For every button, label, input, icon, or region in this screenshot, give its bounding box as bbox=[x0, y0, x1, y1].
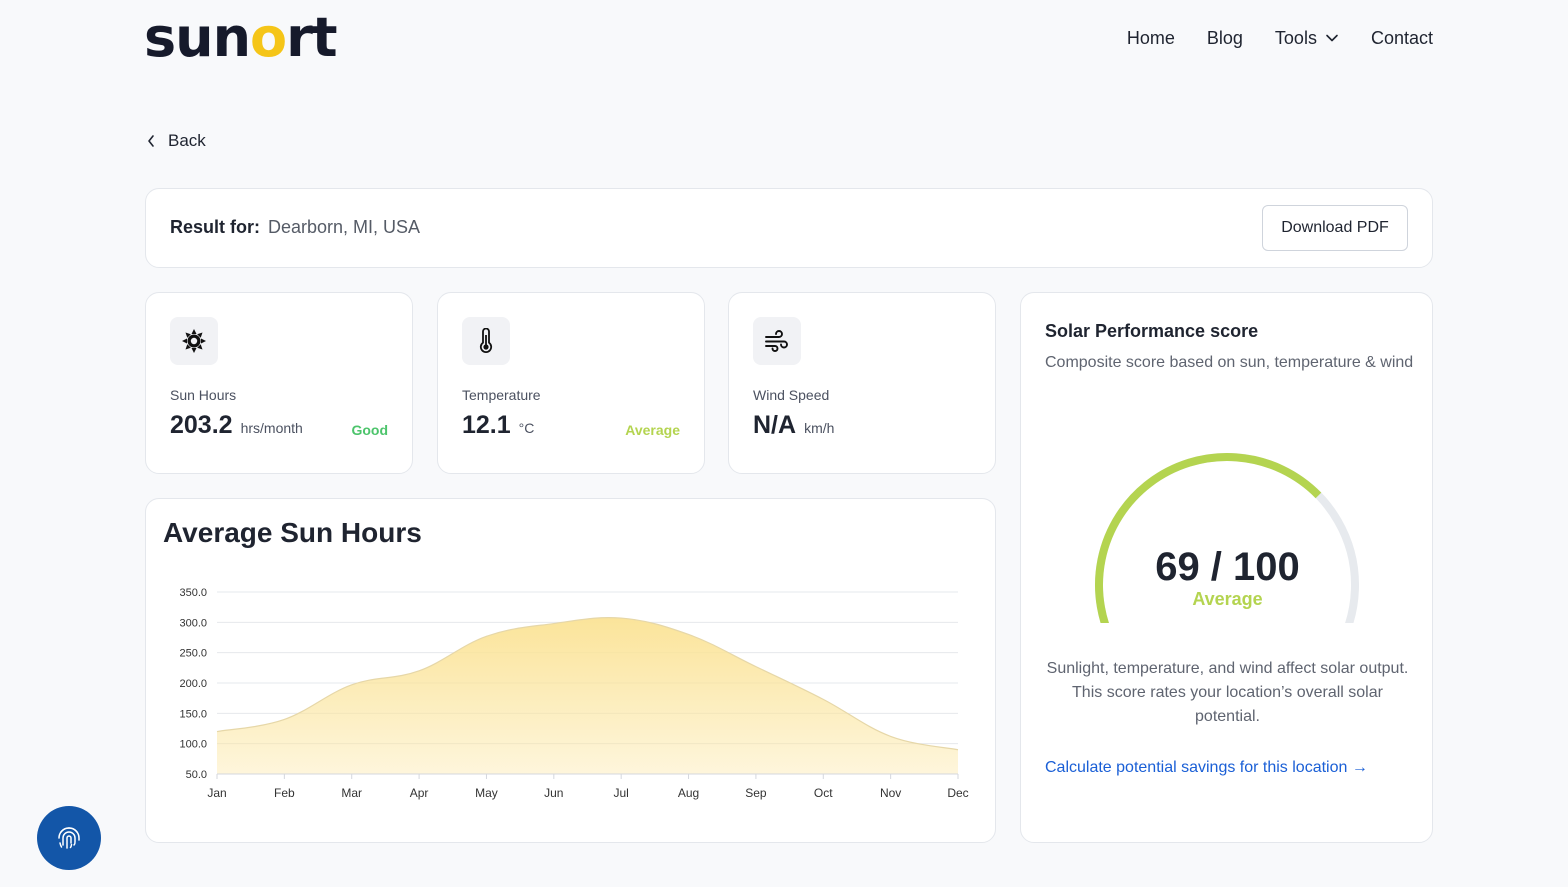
sun-hours-chart-card: Average Sun Hours 350.0 300.0 250.0 200.0 15… bbox=[145, 498, 996, 843]
calculate-savings-link[interactable]: Calculate potential savings for this loc… bbox=[1045, 759, 1368, 776]
nav-tools-label: Tools bbox=[1274, 28, 1317, 48]
chart-title: Average Sun Hours bbox=[163, 517, 422, 548]
logo-text-end: rt bbox=[286, 6, 337, 69]
y-tick-label: 100.0 bbox=[179, 739, 207, 751]
metric-unit: km/h bbox=[804, 420, 835, 436]
fingerprint-icon bbox=[58, 827, 80, 849]
metric-value: 12.1 bbox=[462, 411, 511, 439]
metric-status: Average bbox=[625, 422, 680, 438]
metric-status: Good bbox=[351, 422, 388, 438]
thermometer-icon bbox=[462, 317, 510, 365]
sun-icon bbox=[170, 317, 218, 365]
x-tick-label: Aug bbox=[678, 786, 699, 800]
nav-home[interactable]: Home bbox=[1127, 26, 1175, 50]
metric-card-temperature: Temperature 12.1 °C Average bbox=[437, 292, 705, 474]
nav-home-label: Home bbox=[1126, 28, 1175, 48]
metric-label: Sun Hours bbox=[170, 387, 237, 403]
x-tick-label: Nov bbox=[880, 786, 901, 800]
metric-unit: hrs/month bbox=[240, 420, 303, 436]
wind-icon bbox=[753, 317, 801, 365]
score-title: Solar Performance score bbox=[1045, 321, 1259, 341]
result-location: Dearborn, MI, USA bbox=[268, 217, 421, 237]
y-tick-label: 250.0 bbox=[179, 648, 207, 660]
x-tick-label: Jun bbox=[544, 786, 563, 800]
score-rating: Average bbox=[1192, 589, 1263, 609]
metric-value-row: 203.2 hrs/month bbox=[170, 411, 303, 440]
x-tick-label: Oct bbox=[814, 786, 833, 800]
logo-accent: o bbox=[250, 6, 287, 69]
score-description: Sunlight, temperature, and wind affect s… bbox=[1046, 660, 1409, 725]
back-link[interactable]: Back bbox=[146, 131, 206, 151]
chevron-down-icon bbox=[1326, 34, 1338, 42]
nav-contact[interactable]: Contact bbox=[1371, 26, 1433, 50]
x-tick-label: Feb bbox=[274, 786, 295, 800]
y-tick-label: 150.0 bbox=[179, 708, 207, 720]
x-tick-label: Jan bbox=[207, 786, 226, 800]
x-tick-label: Apr bbox=[410, 786, 429, 800]
x-tick-label: Mar bbox=[341, 786, 362, 800]
nav-tools[interactable]: Tools bbox=[1275, 26, 1339, 50]
back-label: Back bbox=[168, 131, 206, 150]
metric-label: Wind Speed bbox=[753, 387, 830, 403]
fingerprint-button[interactable] bbox=[37, 806, 101, 870]
solar-score-card: Solar Performance score Composite score … bbox=[1020, 292, 1433, 843]
nav-blog[interactable]: Blog bbox=[1207, 26, 1243, 50]
score-gauge bbox=[1095, 453, 1359, 623]
logo[interactable]: sunort bbox=[144, 6, 338, 69]
metric-unit: °C bbox=[518, 420, 535, 436]
series-line bbox=[216, 617, 959, 751]
logo-text: sun bbox=[144, 6, 251, 69]
metric-card-sun-hours: Sun Hours 203.2 hrs/month Good bbox=[145, 292, 413, 474]
y-tick-label: 300.0 bbox=[179, 617, 207, 629]
x-tick-label: May bbox=[475, 786, 498, 800]
y-tick-label: 200.0 bbox=[179, 678, 207, 690]
y-tick-label: 50.0 bbox=[186, 769, 207, 781]
download-pdf-button[interactable]: Download PDF bbox=[1262, 205, 1408, 251]
chevron-left-icon bbox=[148, 135, 154, 147]
nav-blog-label: Blog bbox=[1206, 28, 1243, 48]
result-card: Result for: Dearborn, MI, USA Download P… bbox=[145, 188, 1433, 268]
score-subtitle: Composite score based on sun, temperatur… bbox=[1045, 354, 1414, 371]
gauge-fill bbox=[1095, 453, 1322, 623]
area-fill bbox=[217, 617, 958, 774]
metric-value-row: N/A km/h bbox=[753, 411, 834, 440]
metric-value: 203.2 bbox=[170, 411, 233, 439]
x-tick-label: Jul bbox=[614, 786, 629, 800]
metric-value-row: 12.1 °C bbox=[462, 411, 534, 440]
x-tick-label: Dec bbox=[947, 786, 968, 800]
metric-card-wind-speed: Wind Speed N/A km/h bbox=[728, 292, 996, 474]
result-label: Result for: bbox=[170, 217, 260, 237]
x-tick-label: Sep bbox=[745, 786, 767, 800]
metric-label: Temperature bbox=[462, 387, 541, 403]
nav-contact-label: Contact bbox=[1370, 28, 1433, 48]
metric-value: N/A bbox=[753, 411, 797, 439]
main-nav: Home Blog Tools Contact bbox=[1127, 26, 1433, 50]
score-value: 69 / 100 bbox=[1155, 545, 1300, 589]
y-tick-label: 350.0 bbox=[179, 587, 207, 599]
